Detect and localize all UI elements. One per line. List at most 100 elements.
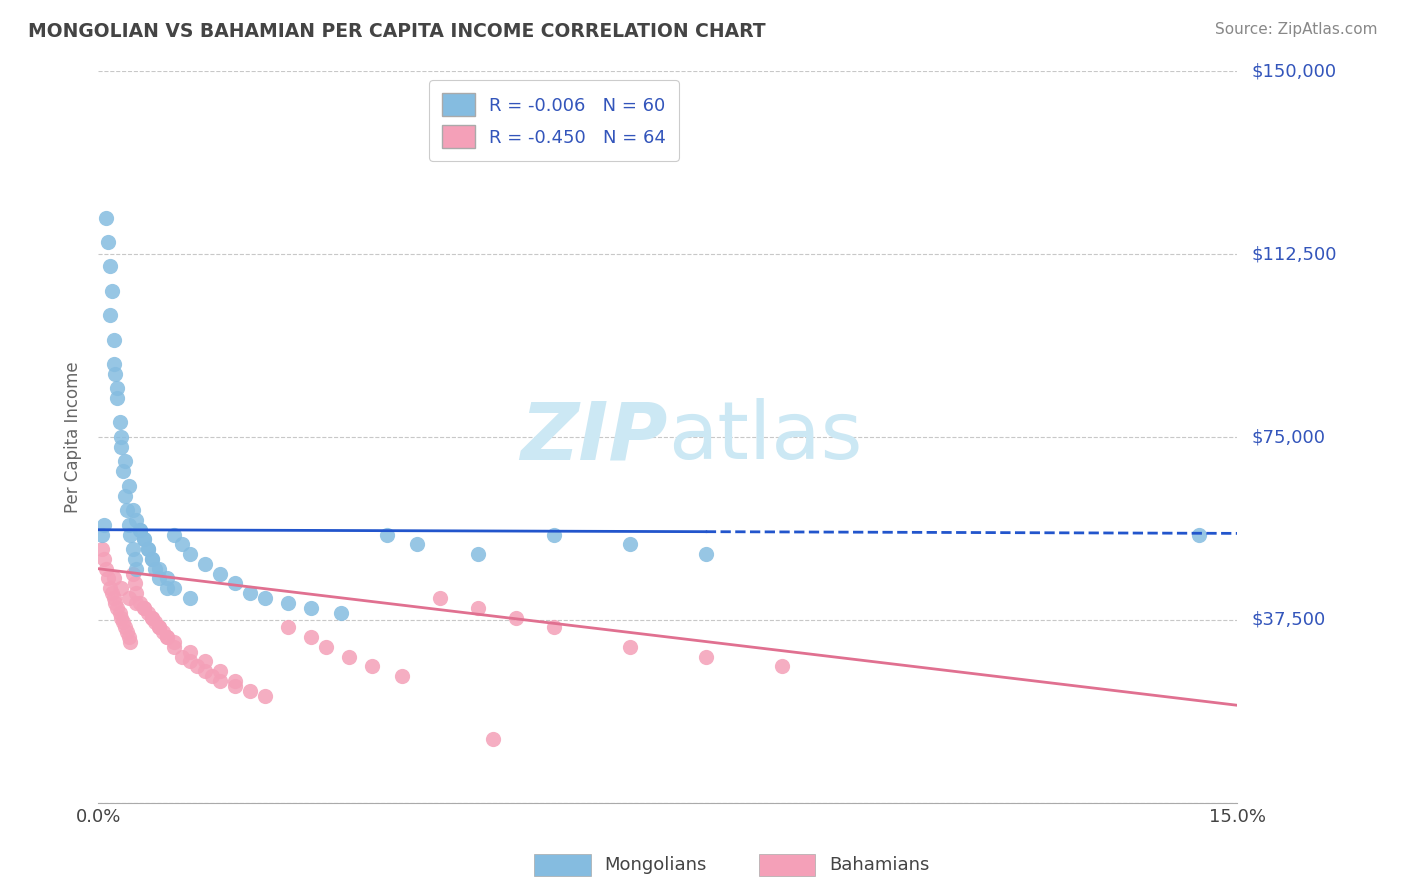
Point — [770, 659, 793, 673]
Point — [125, 596, 148, 610]
Point — [148, 562, 170, 576]
Point — [141, 610, 163, 624]
Point — [299, 630, 322, 644]
Point — [103, 333, 125, 347]
Point — [170, 649, 193, 664]
Point — [107, 391, 129, 405]
Point — [121, 503, 143, 517]
Text: $112,500: $112,500 — [1251, 245, 1337, 263]
Point — [1188, 527, 1211, 541]
Point — [148, 572, 170, 586]
Point — [118, 517, 141, 532]
Point — [110, 440, 132, 454]
Point — [406, 537, 429, 551]
Point — [110, 430, 132, 444]
Text: Source: ZipAtlas.com: Source: ZipAtlas.com — [1215, 22, 1378, 37]
Point — [254, 689, 277, 703]
Point — [132, 600, 155, 615]
Point — [482, 732, 505, 747]
Point — [124, 576, 146, 591]
Point — [107, 600, 129, 615]
Point — [156, 581, 179, 595]
Point — [101, 586, 124, 600]
Point — [467, 547, 489, 561]
Point — [96, 572, 118, 586]
Text: $37,500: $37,500 — [1251, 611, 1326, 629]
Point — [201, 669, 224, 683]
Point — [132, 533, 155, 547]
Point — [179, 645, 201, 659]
Text: Bahamians: Bahamians — [830, 856, 929, 874]
Point — [107, 381, 129, 395]
Point — [330, 606, 353, 620]
Point — [194, 654, 217, 668]
Point — [299, 600, 322, 615]
Text: atlas: atlas — [668, 398, 862, 476]
Point — [695, 649, 717, 664]
Point — [121, 566, 143, 581]
Point — [103, 591, 125, 605]
Point — [132, 600, 155, 615]
Point — [148, 620, 170, 634]
Point — [129, 596, 152, 610]
Point — [254, 591, 277, 605]
Text: MONGOLIAN VS BAHAMIAN PER CAPITA INCOME CORRELATION CHART: MONGOLIAN VS BAHAMIAN PER CAPITA INCOME … — [28, 22, 766, 41]
Point — [141, 610, 163, 624]
Point — [179, 591, 201, 605]
Text: $150,000: $150,000 — [1251, 62, 1336, 80]
Point — [337, 649, 360, 664]
Point — [208, 664, 231, 678]
Point — [104, 367, 127, 381]
Point — [224, 673, 246, 688]
Point — [117, 625, 139, 640]
Point — [208, 673, 231, 688]
Point — [94, 562, 117, 576]
Point — [112, 615, 135, 630]
Legend: R = -0.006   N = 60, R = -0.450   N = 64: R = -0.006 N = 60, R = -0.450 N = 64 — [429, 80, 679, 161]
Point — [129, 523, 152, 537]
Point — [141, 552, 163, 566]
Point — [125, 513, 148, 527]
Point — [170, 537, 193, 551]
Point — [125, 562, 148, 576]
Point — [124, 552, 146, 566]
Point — [120, 527, 142, 541]
Point — [98, 581, 121, 595]
Point — [277, 620, 299, 634]
Point — [543, 620, 565, 634]
Point — [391, 669, 413, 683]
Point — [112, 464, 135, 478]
Point — [91, 527, 114, 541]
Point — [108, 606, 131, 620]
Point — [194, 557, 217, 571]
Point — [117, 503, 139, 517]
Point — [145, 562, 167, 576]
Point — [360, 659, 382, 673]
Point — [179, 547, 201, 561]
Point — [129, 523, 152, 537]
Point — [148, 620, 170, 634]
Point — [136, 606, 159, 620]
Point — [104, 596, 127, 610]
Point — [145, 615, 167, 630]
Point — [695, 547, 717, 561]
Point — [94, 211, 117, 225]
Point — [141, 552, 163, 566]
Point — [163, 640, 186, 654]
Point — [467, 600, 489, 615]
Point — [93, 517, 115, 532]
Point — [156, 630, 179, 644]
Point — [429, 591, 451, 605]
Point — [121, 542, 143, 557]
Point — [132, 533, 155, 547]
Point — [125, 586, 148, 600]
Point — [163, 581, 186, 595]
Point — [136, 542, 159, 557]
Point — [110, 581, 132, 595]
Point — [98, 260, 121, 274]
Point — [103, 357, 125, 371]
Text: $75,000: $75,000 — [1251, 428, 1326, 446]
Point — [224, 679, 246, 693]
Point — [224, 576, 246, 591]
Point — [543, 527, 565, 541]
